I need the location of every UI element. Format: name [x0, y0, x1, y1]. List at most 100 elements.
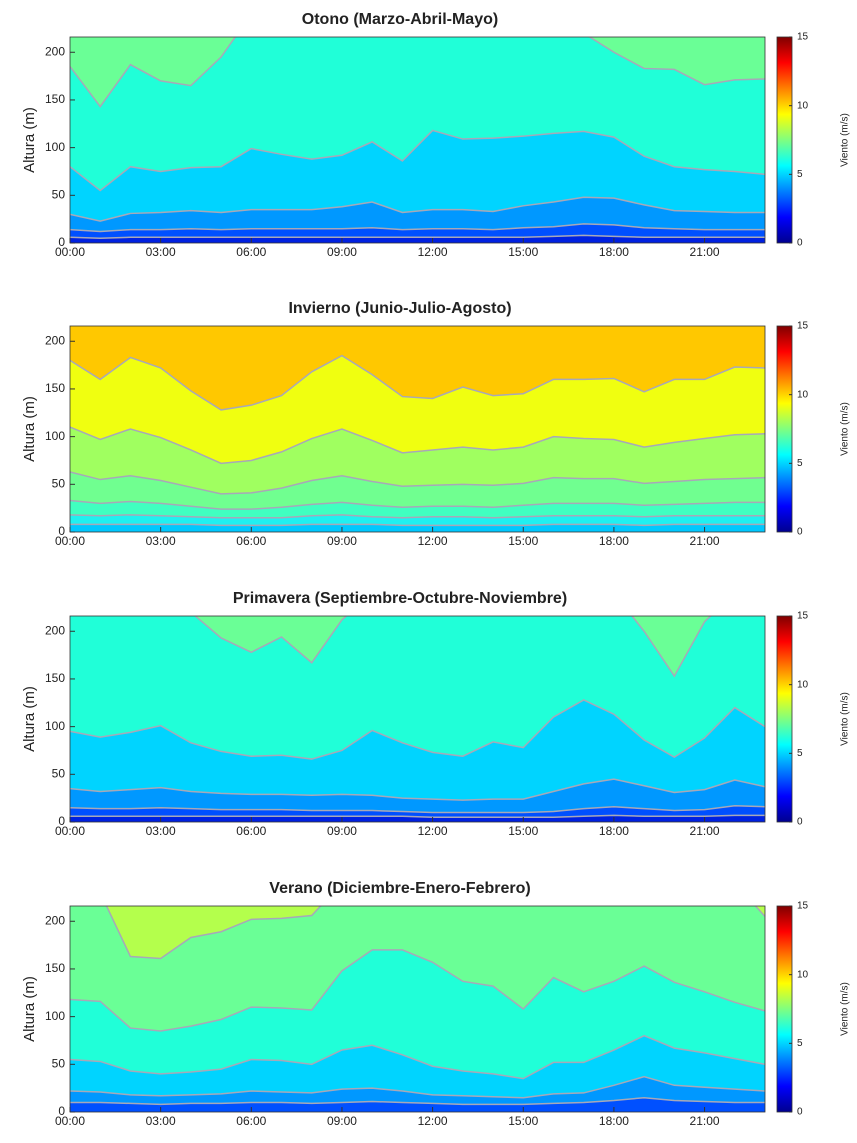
- contour-line: [70, 129, 765, 192]
- contour-line: [70, 1034, 765, 1080]
- colorbar: [776, 36, 793, 244]
- colorbar-tick-label: 15: [797, 321, 809, 332]
- y-tick-label: 150: [45, 381, 65, 395]
- contour-line: [70, 514, 765, 519]
- x-tick-label: 15:00: [508, 534, 538, 548]
- y-tick-label: 0: [58, 524, 65, 538]
- x-tick-label: 18:00: [599, 824, 629, 838]
- colorbar-tick-label: 0: [797, 238, 803, 249]
- x-tick-label: 03:00: [146, 245, 176, 259]
- y-tick-label: 50: [52, 1056, 66, 1070]
- x-tick-label: 09:00: [327, 824, 357, 838]
- y-axis-label: Altura (m): [21, 686, 38, 752]
- x-tick-label: 21:00: [690, 824, 720, 838]
- x-tick-label: 00:00: [55, 245, 85, 259]
- y-tick-label: 200: [45, 623, 65, 637]
- x-tick-label: 03:00: [146, 1114, 176, 1128]
- y-tick-label: 100: [45, 719, 65, 733]
- x-tick-label: 18:00: [599, 1114, 629, 1128]
- y-axis-label: Altura (m): [21, 107, 38, 173]
- contour-line: [70, 1075, 765, 1099]
- contour-line: [70, 234, 765, 239]
- x-tick-label: 06:00: [236, 534, 266, 548]
- x-tick-label: 09:00: [327, 534, 357, 548]
- colorbar-label: Viento (m/s): [840, 982, 851, 1036]
- y-tick-label: 50: [52, 766, 66, 780]
- x-tick-label: 09:00: [327, 245, 357, 259]
- x-tick-label: 12:00: [418, 824, 448, 838]
- colorbar-tick-label: 0: [797, 527, 803, 538]
- chart-title: Invierno (Junio-Julio-Agosto): [288, 300, 511, 317]
- y-tick-label: 100: [45, 140, 65, 154]
- plot-area: [70, 326, 765, 532]
- y-tick-label: 50: [52, 187, 66, 201]
- chart-title: Verano (Diciembre-Enero-Febrero): [269, 880, 530, 897]
- contour-band: [70, 235, 765, 243]
- axes-box: [69, 325, 766, 533]
- contour-band: [70, 524, 765, 532]
- y-axis-label: Altura (m): [21, 976, 38, 1042]
- x-tick-label: 18:00: [599, 534, 629, 548]
- x-tick-label: 15:00: [508, 824, 538, 838]
- contour-line: [70, 196, 765, 222]
- contour-line: [70, 814, 765, 818]
- colorbar-tick-label: 5: [797, 458, 803, 469]
- contour-line: [105, 906, 765, 960]
- y-tick-label: 50: [52, 476, 66, 490]
- colorbar-tick-label: 15: [797, 901, 809, 912]
- colorbar-tick-label: 5: [797, 748, 803, 759]
- y-axis-label: Altura (m): [21, 396, 38, 462]
- colorbar-tick-label: 15: [797, 32, 809, 43]
- colorbar-tick-label: 5: [797, 169, 803, 180]
- x-tick-label: 00:00: [55, 534, 85, 548]
- contour-band: [70, 1097, 765, 1112]
- colorbar-tick-label: 10: [797, 679, 809, 690]
- x-tick-label: 03:00: [146, 534, 176, 548]
- y-tick-label: 200: [45, 44, 65, 58]
- x-tick-label: 06:00: [236, 1114, 266, 1128]
- contour-line: [70, 778, 765, 801]
- contour-line: [70, 471, 765, 495]
- chart-title: Otono (Marzo-Abril-Mayo): [302, 11, 498, 28]
- contour-line: [70, 426, 765, 465]
- chart-title: Primavera (Septiembre-Octubre-Noviembre): [233, 590, 567, 607]
- y-tick-label: 0: [58, 235, 65, 249]
- colorbar-tick-label: 15: [797, 611, 809, 622]
- x-tick-label: 09:00: [327, 1114, 357, 1128]
- x-tick-label: 06:00: [236, 245, 266, 259]
- x-tick-label: 15:00: [508, 1114, 538, 1128]
- y-tick-label: 100: [45, 1009, 65, 1023]
- contour-line: [70, 37, 765, 108]
- x-tick-label: 15:00: [508, 245, 538, 259]
- colorbar-tick-label: 10: [797, 969, 809, 980]
- x-tick-label: 00:00: [55, 824, 85, 838]
- colorbar-tick-label: 10: [797, 389, 809, 400]
- colorbar-tick-label: 0: [797, 1107, 803, 1118]
- y-tick-label: 0: [58, 1104, 65, 1118]
- axes-box: [69, 615, 766, 823]
- x-tick-label: 12:00: [418, 534, 448, 548]
- contour-line: [70, 699, 765, 760]
- y-tick-label: 100: [45, 429, 65, 443]
- y-tick-label: 150: [45, 961, 65, 975]
- contour-line: [70, 223, 765, 233]
- x-tick-label: 12:00: [418, 1114, 448, 1128]
- x-tick-label: 21:00: [690, 245, 720, 259]
- axes-box: [69, 36, 766, 244]
- colorbar: [776, 325, 793, 533]
- contour-line: [70, 1096, 765, 1106]
- y-tick-label: 200: [45, 333, 65, 347]
- contour-line: [194, 616, 712, 678]
- contour-line: [70, 523, 765, 527]
- colorbar: [776, 905, 793, 1113]
- x-tick-label: 06:00: [236, 824, 266, 838]
- x-tick-label: 12:00: [418, 245, 448, 259]
- y-tick-label: 150: [45, 671, 65, 685]
- plot-area: [70, 37, 765, 243]
- colorbar-label: Viento (m/s): [840, 692, 851, 746]
- x-tick-label: 21:00: [690, 534, 720, 548]
